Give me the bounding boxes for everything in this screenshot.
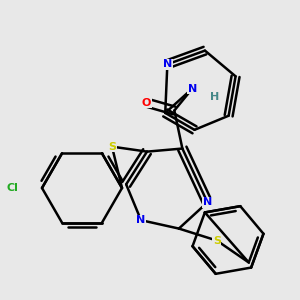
Text: N: N xyxy=(136,215,146,225)
Text: S: S xyxy=(213,236,221,246)
Text: O: O xyxy=(142,98,151,107)
Text: N: N xyxy=(203,197,212,207)
Text: Cl: Cl xyxy=(6,183,18,193)
Text: N: N xyxy=(188,83,197,94)
Text: H: H xyxy=(210,92,219,101)
Text: N: N xyxy=(163,59,172,69)
Text: S: S xyxy=(108,142,116,152)
